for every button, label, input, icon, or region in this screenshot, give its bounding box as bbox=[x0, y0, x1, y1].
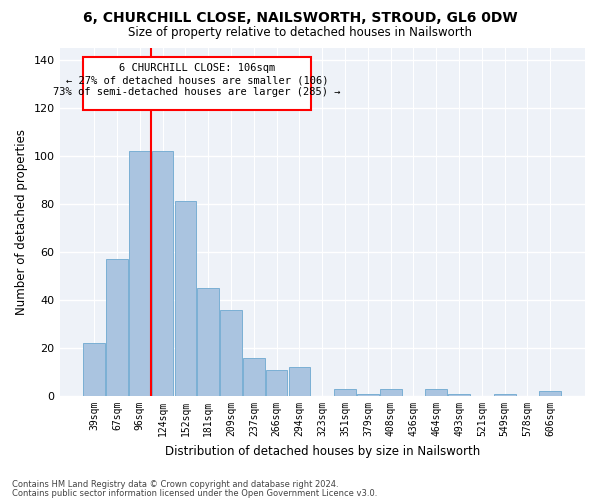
Bar bbox=[357, 394, 379, 396]
FancyBboxPatch shape bbox=[83, 57, 311, 110]
Bar bbox=[83, 343, 105, 396]
Text: ← 27% of detached houses are smaller (106): ← 27% of detached houses are smaller (10… bbox=[65, 75, 328, 85]
Bar bbox=[243, 358, 265, 396]
Bar bbox=[152, 151, 173, 396]
Bar bbox=[380, 389, 401, 396]
Bar bbox=[289, 367, 310, 396]
Bar bbox=[494, 394, 515, 396]
Bar bbox=[175, 202, 196, 396]
Text: 6 CHURCHILL CLOSE: 106sqm: 6 CHURCHILL CLOSE: 106sqm bbox=[119, 63, 275, 73]
Bar bbox=[539, 391, 561, 396]
Bar bbox=[266, 370, 287, 396]
Text: Size of property relative to detached houses in Nailsworth: Size of property relative to detached ho… bbox=[128, 26, 472, 39]
Bar bbox=[106, 259, 128, 396]
Text: 6, CHURCHILL CLOSE, NAILSWORTH, STROUD, GL6 0DW: 6, CHURCHILL CLOSE, NAILSWORTH, STROUD, … bbox=[83, 12, 517, 26]
Bar bbox=[448, 394, 470, 396]
Bar bbox=[129, 151, 151, 396]
Text: Contains HM Land Registry data © Crown copyright and database right 2024.: Contains HM Land Registry data © Crown c… bbox=[12, 480, 338, 489]
Bar bbox=[220, 310, 242, 396]
Bar bbox=[197, 288, 219, 396]
Text: Contains public sector information licensed under the Open Government Licence v3: Contains public sector information licen… bbox=[12, 488, 377, 498]
X-axis label: Distribution of detached houses by size in Nailsworth: Distribution of detached houses by size … bbox=[164, 444, 480, 458]
Bar bbox=[334, 389, 356, 396]
Bar bbox=[425, 389, 447, 396]
Text: 73% of semi-detached houses are larger (285) →: 73% of semi-detached houses are larger (… bbox=[53, 87, 341, 97]
Y-axis label: Number of detached properties: Number of detached properties bbox=[15, 129, 28, 315]
